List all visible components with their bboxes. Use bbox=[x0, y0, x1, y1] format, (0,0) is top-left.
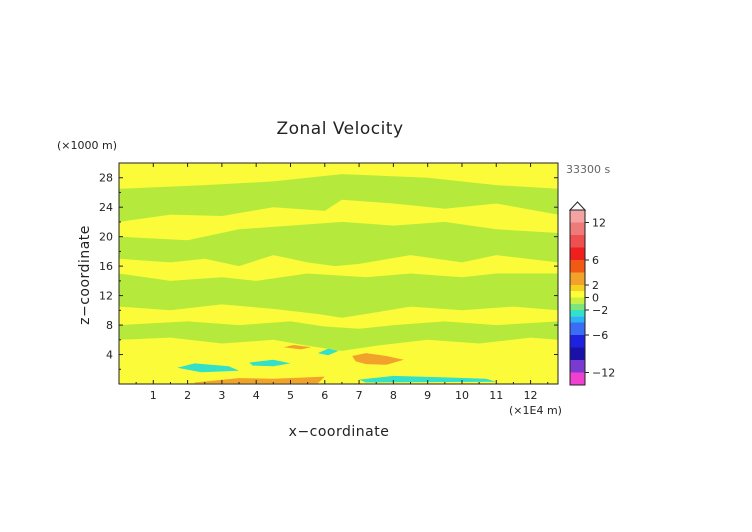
x-unit-label: (×1E4 m) bbox=[509, 404, 562, 417]
colorbar-tick-label: 2 bbox=[592, 279, 599, 292]
colorbar-band bbox=[570, 235, 585, 248]
colorbar-band bbox=[570, 322, 585, 335]
x-tick-label: 5 bbox=[287, 389, 294, 402]
field-region-positive-weak bbox=[341, 163, 558, 189]
colorbar-tick-label: −6 bbox=[592, 329, 608, 342]
field-region-negative-strong bbox=[177, 363, 239, 373]
field-region-positive-strong bbox=[194, 376, 325, 384]
colorbar-arrow bbox=[568, 201, 587, 211]
y-tick-label: 16 bbox=[99, 260, 113, 273]
y-tick-label: 24 bbox=[99, 201, 113, 214]
colorbar-tick-label: −2 bbox=[592, 304, 608, 317]
colorbar-tick-label: 0 bbox=[592, 292, 599, 305]
y-tick-label: 12 bbox=[99, 290, 113, 303]
field-region-positive-weak bbox=[119, 337, 558, 384]
colorbar: 12 6 20−2 −6 −12 bbox=[568, 201, 615, 386]
y-axis: 4 8 12 16 20 24 28 bbox=[99, 172, 558, 370]
x-tick-label: 9 bbox=[424, 389, 431, 402]
colorbar-tick-label: 12 bbox=[592, 217, 606, 230]
x-tick-label: 3 bbox=[218, 389, 225, 402]
x-tick-label: 6 bbox=[321, 389, 328, 402]
x-tick-label: 8 bbox=[390, 389, 397, 402]
y-unit-label: (×1000 m) bbox=[57, 139, 117, 152]
colorbar-band bbox=[570, 335, 585, 348]
field-region-negative-strong bbox=[249, 359, 291, 367]
colorbar-band bbox=[570, 310, 585, 317]
y-tick-label: 20 bbox=[99, 231, 113, 244]
colorbar-band bbox=[570, 210, 585, 223]
field-region-positive-weak bbox=[119, 163, 342, 189]
colorbar-band bbox=[570, 247, 585, 260]
colorbar-band bbox=[570, 272, 585, 285]
colorbar-band bbox=[570, 303, 585, 310]
colorbar-band bbox=[570, 285, 585, 292]
time-label: 33300 s bbox=[566, 163, 610, 176]
chart-title: Zonal Velocity bbox=[276, 119, 403, 139]
colorbar-band bbox=[570, 260, 585, 273]
plot-frame bbox=[118, 162, 559, 385]
x-tick-label: 12 bbox=[524, 389, 538, 402]
colorbar-band bbox=[570, 297, 585, 304]
x-tick-label: 2 bbox=[184, 389, 191, 402]
colorbar-band bbox=[570, 316, 585, 323]
y-tick-label: 8 bbox=[106, 319, 113, 332]
colorbar-band bbox=[570, 222, 585, 235]
field-region-positive-strong bbox=[283, 345, 312, 350]
y-axis-title: z−coordinate bbox=[77, 225, 93, 325]
colorbar-band bbox=[570, 291, 585, 298]
colorbar-tick-label: 6 bbox=[592, 254, 599, 267]
x-tick-label: 11 bbox=[489, 389, 503, 402]
colorbar-band bbox=[570, 347, 585, 360]
velocity-field bbox=[119, 163, 558, 384]
x-axis-title: x−coordinate bbox=[289, 424, 390, 440]
y-tick-label: 4 bbox=[106, 349, 113, 362]
x-axis: 1 2 3 4 5 6 7 8 9 10 11 12 bbox=[135, 163, 549, 402]
colorbar-tick-label: −12 bbox=[592, 367, 615, 380]
field-region-negative-strong bbox=[317, 348, 339, 356]
colorbar-band bbox=[570, 372, 585, 385]
colorbar-band bbox=[570, 360, 585, 373]
x-tick-label: 1 bbox=[150, 389, 157, 402]
x-tick-label: 4 bbox=[253, 389, 260, 402]
field-region-positive-weak bbox=[119, 199, 558, 241]
field-region-positive-weak bbox=[119, 304, 558, 329]
x-tick-label: 7 bbox=[356, 389, 363, 402]
field-region-positive-strong bbox=[352, 353, 404, 365]
x-tick-label: 10 bbox=[455, 389, 469, 402]
field-region-positive-weak bbox=[119, 255, 558, 281]
y-tick-label: 28 bbox=[99, 172, 113, 185]
